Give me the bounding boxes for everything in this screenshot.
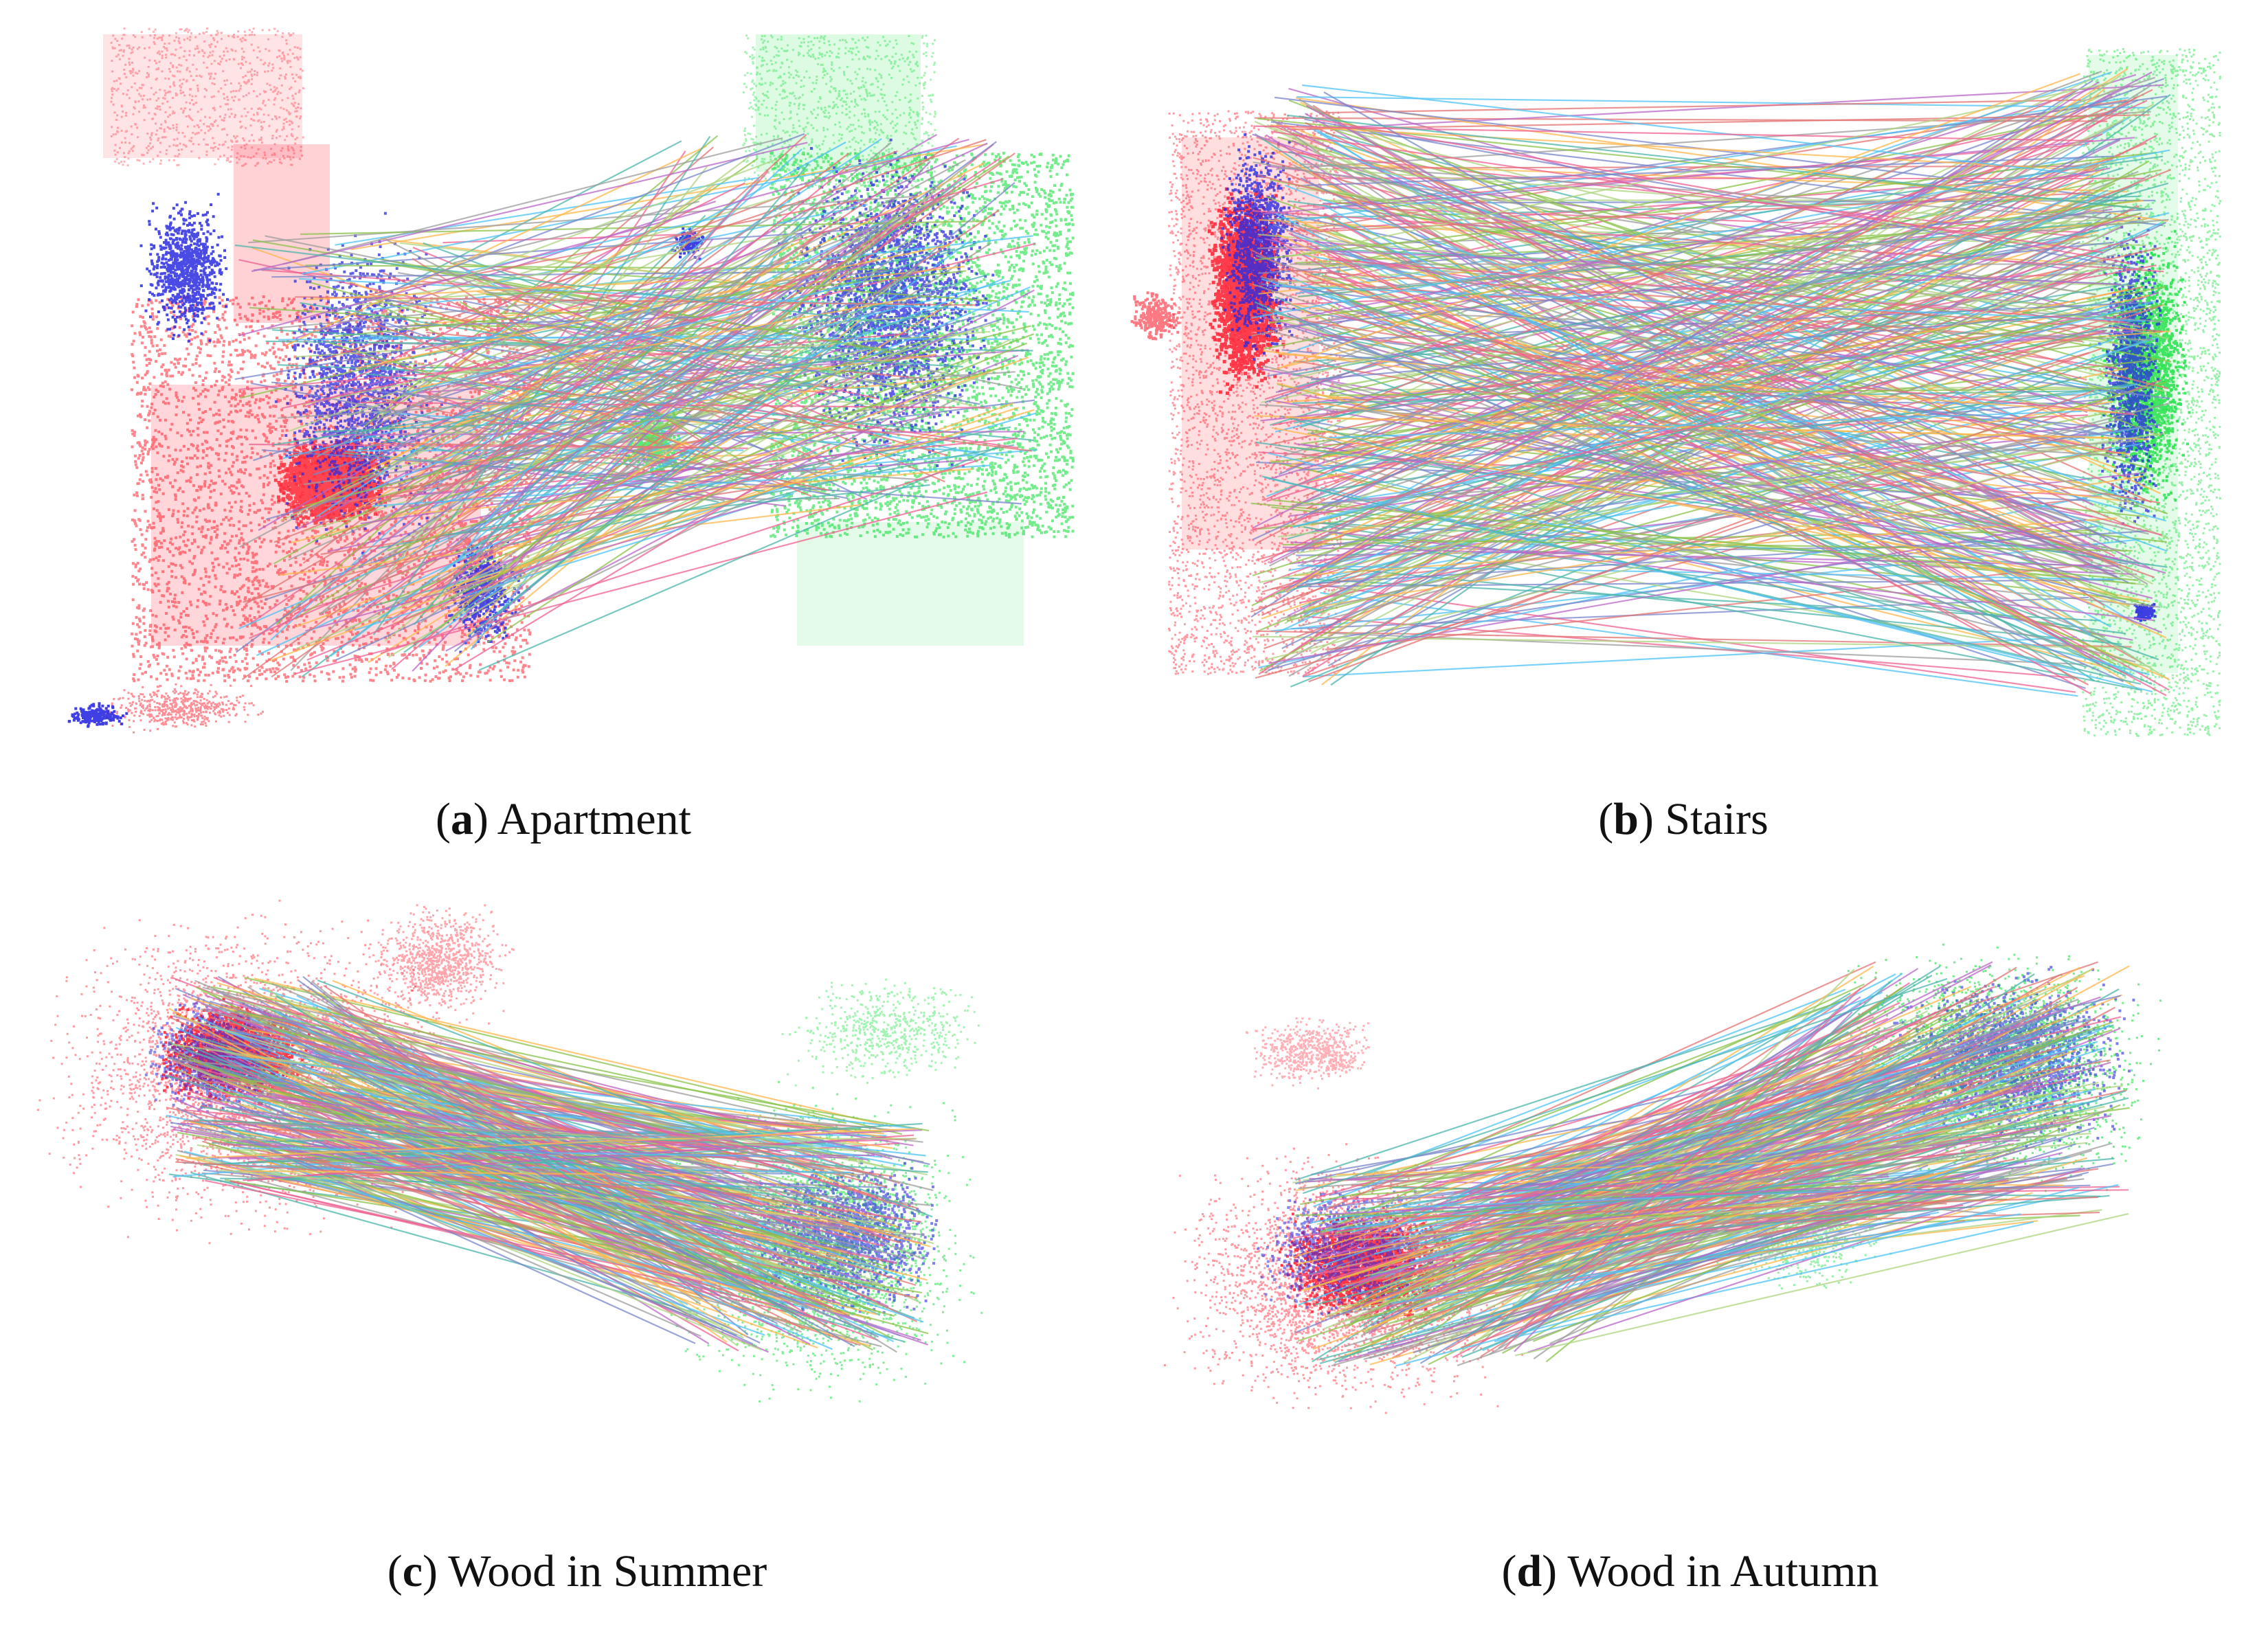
panel-apartment (27, 27, 1099, 783)
panel-wood-autumn (1141, 852, 2240, 1539)
panel-wood-summer (27, 852, 1127, 1539)
panel-stairs (1127, 27, 2240, 783)
registration-scene-apartment (67, 27, 1075, 734)
registration-scene-wood-summer (36, 899, 983, 1403)
caption-wood-summer: (c) Wood in Summer (387, 1546, 767, 1596)
correspondence-lines (166, 975, 934, 1353)
correspondence-lines (1292, 961, 2130, 1367)
caption-apartment: (a) Apartment (435, 794, 692, 844)
correspondence-lines (1250, 68, 2172, 697)
correspondence-lines (234, 133, 1037, 681)
caption-wood-autumn: (d) Wood in Autumn (1501, 1546, 1879, 1596)
registration-scene-wood-autumn (1164, 943, 2162, 1414)
caption-stairs: (b) Stairs (1598, 794, 1769, 844)
registration-scene-stairs (1130, 48, 2221, 737)
keypoints (1220, 133, 2163, 622)
